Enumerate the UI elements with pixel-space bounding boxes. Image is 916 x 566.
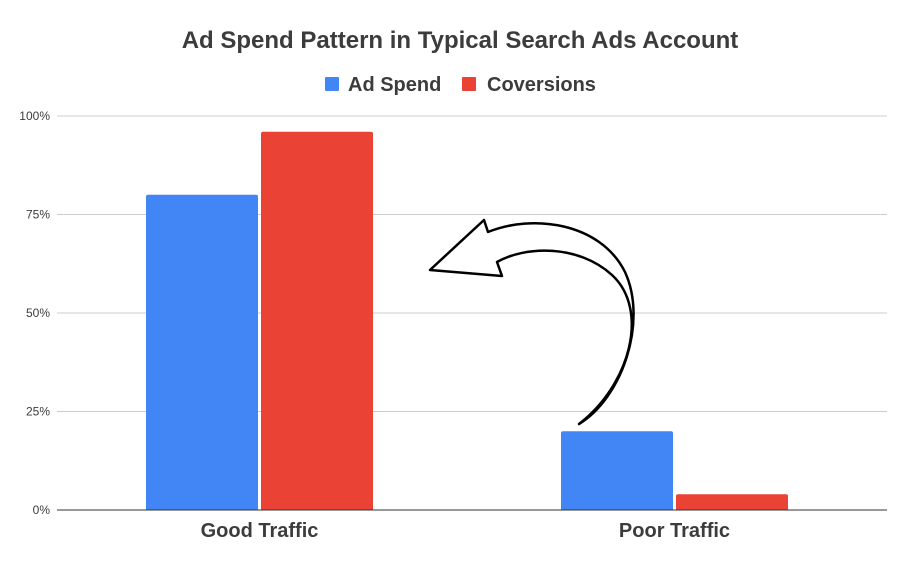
curved-arrow-icon <box>428 218 635 426</box>
x-category-label: Poor Traffic <box>619 520 730 542</box>
bar-group <box>146 131 788 511</box>
legend-label-ad-spend: Ad Spend <box>348 74 441 96</box>
legend-label-coversions: Coversions <box>487 74 596 96</box>
bar-ad-spend-good-traffic <box>146 194 258 511</box>
chart-legend: Ad Spend Coversions <box>325 74 596 96</box>
chart-title: Ad Spend Pattern in Typical Search Ads A… <box>182 27 739 54</box>
x-category-label: Good Traffic <box>201 520 319 542</box>
bar-coversions-good-traffic <box>261 131 373 510</box>
curved-arrow-annotation <box>428 218 635 426</box>
bar-coversions-poor-traffic <box>676 494 788 510</box>
y-tick-label: 50% <box>26 306 50 320</box>
x-axis-category-labels: Good Traffic Poor Traffic <box>201 520 730 542</box>
y-tick-label: 25% <box>26 405 50 419</box>
y-tick-label: 75% <box>26 208 50 222</box>
y-tick-label: 100% <box>19 109 50 123</box>
legend-swatch-coversions <box>462 77 476 91</box>
legend-swatch-ad-spend <box>325 77 339 91</box>
y-tick-label: 0% <box>33 503 51 517</box>
y-axis-tick-labels: 0% 25% 50% 75% 100% <box>19 109 50 517</box>
bar-ad-spend-poor-traffic <box>561 431 673 510</box>
